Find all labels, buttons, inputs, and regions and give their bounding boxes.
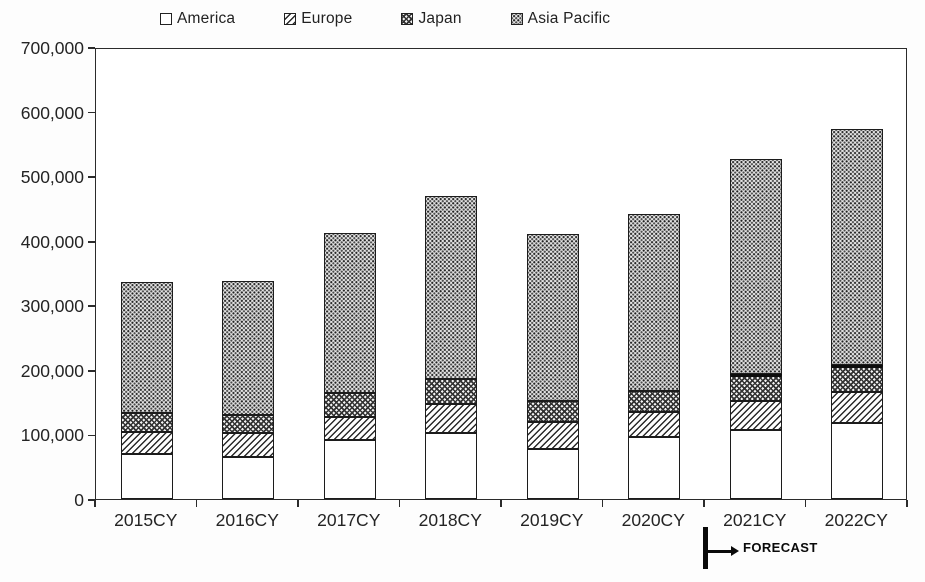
x-tick-mark: [195, 500, 198, 507]
y-tick-mark: [88, 434, 95, 437]
legend-item-asia: Asia Pacific: [510, 10, 611, 28]
bar-segment-japan-2015CY: [120, 413, 173, 432]
y-tick-mark: [88, 305, 95, 308]
bar-segment-asia-pacific-2015CY: [120, 282, 173, 414]
bar-segment-europe-2016CY: [222, 433, 275, 458]
bar-segment-america-2016CY: [222, 457, 275, 499]
y-tick-label: 400,000: [20, 231, 84, 252]
legend: America Europe Japan Asia Pacific: [160, 8, 610, 30]
legend-label: Asia Pacific: [527, 10, 611, 27]
y-tick-label: 300,000: [20, 296, 84, 317]
x-tick-label: 2018CY: [418, 510, 482, 530]
y-tick-mark: [88, 240, 95, 243]
x-tick-label: 2021CY: [723, 510, 787, 530]
y-tick-label: 700,000: [20, 38, 84, 58]
x-tick-mark: [297, 500, 299, 507]
bar-segment-japan-2021CY: [729, 373, 782, 401]
bar-segment-asia-pacific-2020CY: [628, 214, 681, 391]
x-tick-label: 2015CY: [114, 510, 178, 530]
y-tick-mark: [88, 47, 95, 49]
legend-label: America: [177, 10, 236, 27]
x-tick-mark: [601, 500, 604, 507]
x-tick-label: 2020CY: [621, 510, 685, 530]
bar-segment-europe-2021CY: [729, 400, 782, 430]
bar-segment-america-2017CY: [323, 440, 376, 499]
x-tick-mark: [398, 500, 401, 507]
x-tick-mark: [94, 500, 96, 507]
bar-segment-america-2021CY: [729, 429, 782, 499]
x-tick-mark: [500, 500, 502, 507]
x-tick-label: 2016CY: [215, 510, 279, 530]
bar-segment-asia-pacific-2016CY: [222, 280, 275, 416]
white-square-icon: [160, 13, 172, 25]
legend-label: Europe: [301, 10, 353, 27]
bar-segment-america-2020CY: [628, 437, 681, 499]
forecast-arrow-shaft: [708, 550, 732, 553]
forecast-annotation: FORECAST: [703, 527, 923, 573]
legend-item-america: America: [160, 10, 235, 28]
bar-segment-europe-2015CY: [120, 431, 173, 454]
dotted-square-icon: [510, 13, 523, 25]
bar-segment-europe-2017CY: [323, 417, 376, 441]
x-tick-label: 2022CY: [824, 510, 888, 530]
x-tick-mark: [703, 500, 705, 507]
forecast-label: FORECAST: [743, 540, 818, 555]
x-tick-label: 2017CY: [317, 510, 381, 530]
y-tick-label: 600,000: [20, 102, 84, 123]
y-tick-label: 200,000: [20, 360, 84, 381]
y-tick-label: 0: [74, 490, 84, 510]
bar-segment-japan-2016CY: [222, 415, 275, 434]
bar-segment-asia-pacific-2021CY: [729, 158, 782, 374]
y-tick-mark: [88, 176, 95, 178]
bar-segment-japan-2018CY: [425, 378, 478, 405]
x-tick-mark: [906, 500, 908, 507]
forecast-arrow-head: [731, 546, 739, 556]
bar-segment-america-2015CY: [120, 453, 173, 499]
bar-segment-japan-2019CY: [526, 400, 579, 422]
bar-segment-europe-2022CY: [831, 392, 884, 423]
bar-segment-america-2022CY: [831, 422, 884, 499]
bar-segment-asia-pacific-2017CY: [323, 232, 376, 394]
y-tick-label: 500,000: [20, 167, 84, 188]
y-tick-mark: [88, 370, 95, 372]
legend-label: Japan: [418, 10, 462, 27]
forecast-arrow-icon: [708, 546, 739, 556]
y-tick-mark: [88, 111, 95, 114]
bar-segment-europe-2019CY: [526, 421, 579, 449]
x-tick-mark: [804, 500, 807, 507]
bar-segment-asia-pacific-2022CY: [831, 129, 884, 366]
y-tick-mark: [88, 499, 95, 501]
legend-item-europe: Europe: [284, 10, 352, 28]
bar-segment-america-2018CY: [425, 432, 478, 499]
crosshatch-square-icon: [401, 13, 414, 25]
y-tick-label: 100,000: [20, 425, 84, 446]
bar-segment-europe-2020CY: [628, 412, 681, 438]
bar-segment-japan-2020CY: [628, 390, 681, 413]
bar-segment-japan-2017CY: [323, 393, 376, 417]
x-tick-label: 2019CY: [520, 510, 584, 530]
bar-segment-asia-pacific-2019CY: [526, 234, 579, 401]
bar-segment-asia-pacific-2018CY: [425, 196, 478, 379]
bar-segment-america-2019CY: [526, 448, 579, 499]
forecast-divider: [703, 527, 708, 569]
bar-segment-japan-2022CY: [831, 365, 884, 393]
plot-area: [95, 48, 907, 500]
bar-segment-europe-2018CY: [425, 404, 478, 433]
diagonal-hatch-square-icon: [284, 13, 297, 25]
legend-item-japan: Japan: [401, 10, 461, 28]
